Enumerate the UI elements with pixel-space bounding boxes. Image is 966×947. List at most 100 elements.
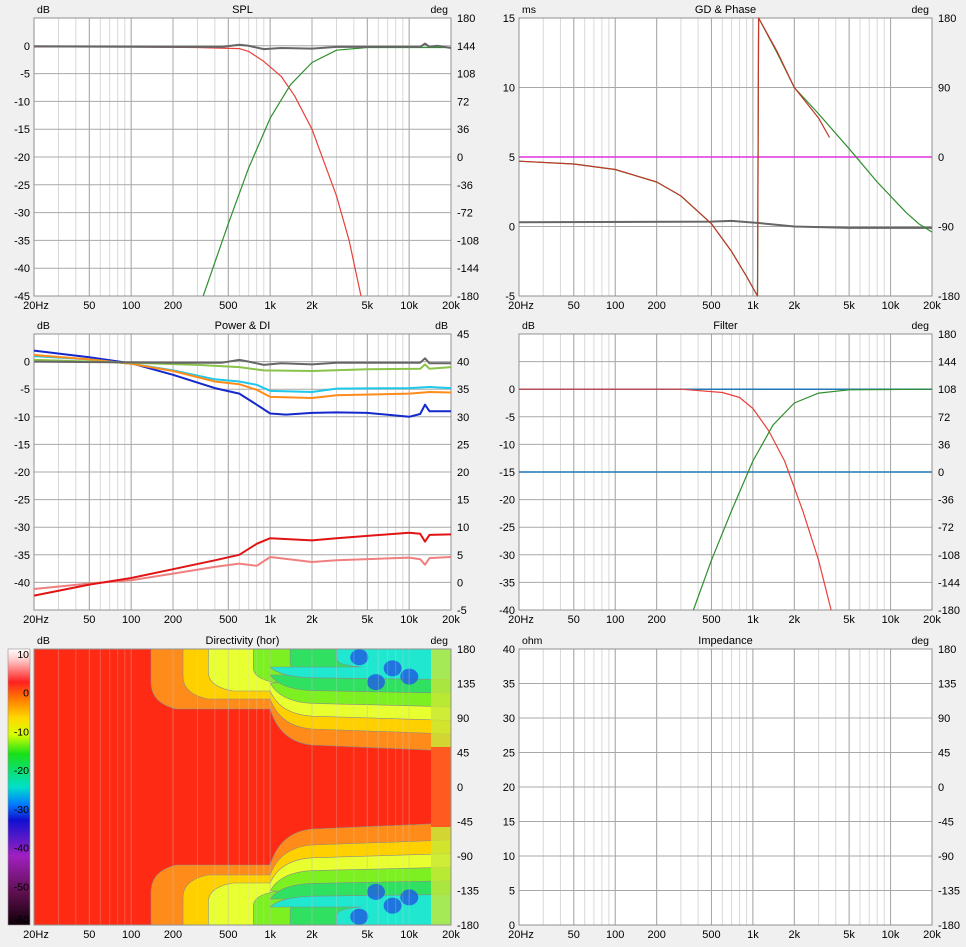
heat-blue-spot [383,660,402,677]
x-tick-label: 10k [882,929,900,941]
x-tick-label: 1k [747,614,759,626]
x-tick-label: 5k [843,614,855,626]
y2-tick-label: 72 [938,412,950,424]
y2-tick-label: -180 [457,291,479,303]
y2-tick-label: 0 [938,467,944,479]
series-line [33,358,452,372]
x-tick-label: 10k [400,614,418,626]
x-tick-label: 10k [400,300,418,312]
x-tick-label: 2k [306,300,318,312]
y-tick-label: 10 [503,83,515,95]
x-tick-label: 5k [362,614,374,626]
series-line [692,388,933,611]
right-axis-unit: deg [911,635,929,647]
y2-tick-label: -180 [938,920,960,932]
y-tick-label: 35 [503,679,515,691]
y2-tick-label: 135 [938,679,956,691]
y-tick-label: -45 [14,291,30,303]
x-tick-label: 1k [264,614,276,626]
x-tick-label: 50 [568,300,580,312]
colorbar-tick-label: -50 [14,881,29,893]
y2-tick-label: -108 [938,550,960,562]
y-tick-label: -35 [499,577,515,589]
chart-spl: SPL dB deg 20Hz 50 100 200 500 1k 2k 5k 10k 20k 0 -5 -1… [14,4,479,312]
heat-blue-spot [350,908,369,925]
x-tick-label: 1k [747,929,759,941]
x-tick-label: 5k [362,300,374,312]
y-tick-label: -10 [14,96,30,108]
heat-blue-spot [400,889,419,906]
series-line [33,531,452,597]
y2-tick-label: 0 [938,152,944,164]
y2-tick-label: 180 [938,644,956,656]
colorbar-tick-label: -20 [14,765,29,777]
y-tick-label: 25 [503,748,515,760]
series-line [518,17,831,297]
x-tick-label: 2k [789,300,801,312]
x-tick-label: 50 [83,300,95,312]
chart-title: Power & DI [215,320,271,332]
y2-tick-label: 0 [457,152,463,164]
chart-title: SPL [232,4,253,16]
y2-tick-label: 45 [457,329,469,341]
y-tick-label: 0 [509,384,515,396]
y2-tick-label: -90 [938,851,954,863]
x-tick-label: 20k [442,929,460,941]
y2-tick-label: 180 [938,13,956,25]
y2-tick-label: 10 [457,522,469,534]
y-tick-label: -5 [20,69,30,81]
x-tick-label: 200 [647,300,665,312]
y-tick-label: -10 [14,412,30,424]
y2-tick-label: 144 [457,41,475,53]
x-tick-label: 2k [306,614,318,626]
series-line [33,556,452,590]
x-tick-label: 1k [747,300,759,312]
series-group [518,17,933,297]
heat-blue-spot [366,883,385,900]
y2-tick-label: -72 [938,522,954,534]
y-tick-label: 20 [503,782,515,794]
x-tick-label: 500 [702,300,720,312]
y2-tick-label: 90 [938,83,950,95]
grid [33,333,452,611]
x-tick-label: 50 [568,929,580,941]
x-tick-label: 20Hz [508,300,534,312]
y2-tick-label: 0 [457,577,463,589]
y-tick-label: 15 [503,13,515,25]
heat-blue-spot [366,674,385,691]
series-group [519,388,933,611]
y-tick-label: -20 [14,152,30,164]
y-tick-label: -10 [499,439,515,451]
series-line [518,219,932,229]
right-axis-unit: dB [435,320,448,332]
colorbar-tick-label: -30 [14,804,29,816]
x-tick-label: 20Hz [508,614,534,626]
y2-tick-label: -108 [457,235,479,247]
y2-tick-label: -135 [938,886,960,898]
x-tick-label: 10k [882,614,900,626]
x-tick-label: 20k [923,929,941,941]
y-tick-label: -30 [14,522,30,534]
y-tick-label: 30 [503,713,515,725]
x-tick-label: 2k [789,929,801,941]
x-tick-label: 200 [647,614,665,626]
x-tick-label: 20k [442,614,460,626]
y-tick-label: -25 [14,495,30,507]
y2-tick-label: 72 [457,96,469,108]
x-tick-label: 1k [264,929,276,941]
x-tick-label: 500 [219,929,237,941]
x-tick-label: 20k [442,300,460,312]
y2-tick-label: 35 [457,384,469,396]
y-tick-label: -15 [14,124,30,136]
y2-tick-label: 30 [457,412,469,424]
y-tick-label: 0 [509,222,515,234]
x-tick-label: 20k [923,614,941,626]
right-axis-unit: deg [430,4,448,16]
y2-tick-label: 108 [938,384,956,396]
x-tick-label: 20Hz [23,929,49,941]
x-tick-label: 10k [400,929,418,941]
y2-tick-label: 0 [457,782,463,794]
